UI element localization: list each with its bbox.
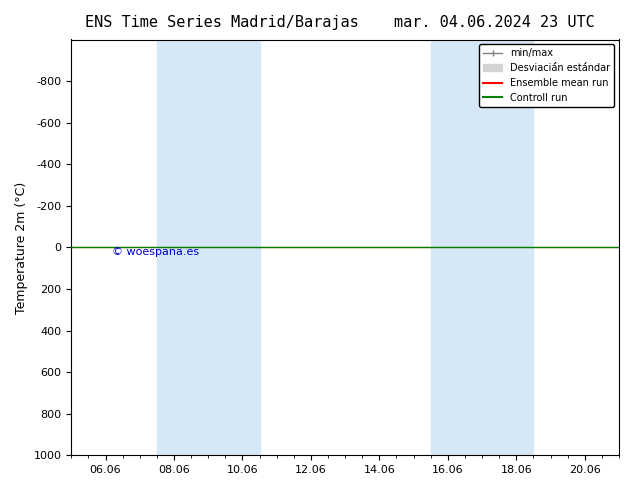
Y-axis label: Temperature 2m (°C): Temperature 2m (°C) (15, 181, 28, 314)
Bar (225, 40, 259, 455)
Bar (430, 40, 499, 455)
Bar (157, 40, 225, 455)
Legend: min/max, Desviaciá́n está́ndar, Ensemble mean run, Controll run: min/max, Desviaciá́n está́ndar, Ensemble… (479, 45, 614, 107)
Text: mar. 04.06.2024 23 UTC: mar. 04.06.2024 23 UTC (394, 15, 595, 30)
Bar (499, 40, 533, 455)
Text: © woespana.es: © woespana.es (112, 246, 200, 257)
Text: ENS Time Series Madrid/Barajas: ENS Time Series Madrid/Barajas (85, 15, 359, 30)
